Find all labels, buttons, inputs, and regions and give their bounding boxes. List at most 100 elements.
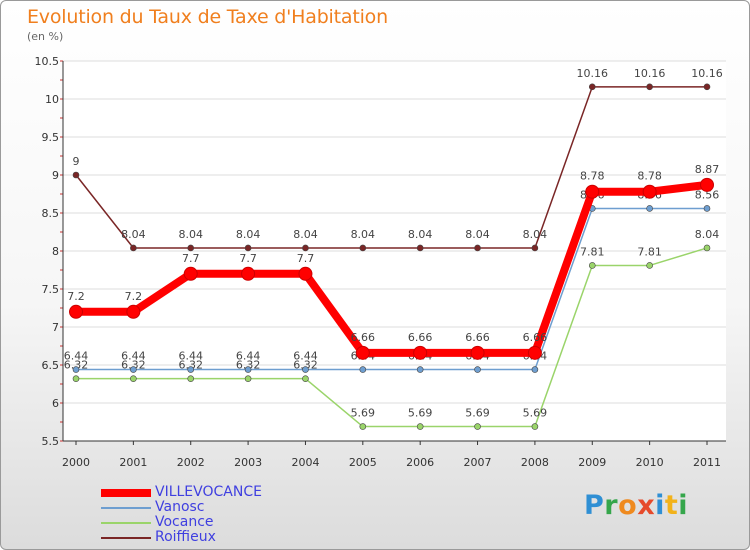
series-line-villevocance: [76, 180, 708, 357]
x-tick-label: 2008: [521, 456, 549, 469]
data-point: [588, 262, 596, 269]
legend-label-vanosc: Vanosc: [155, 499, 205, 515]
data-label: 8.04: [236, 228, 261, 241]
data-label: 10.16: [634, 67, 666, 80]
data-point: [527, 345, 542, 360]
data-point: [187, 244, 195, 252]
data-point: [531, 244, 539, 252]
data-point: [474, 366, 481, 373]
data-point: [126, 304, 141, 319]
legend-label-vocance: Vocance: [155, 514, 214, 530]
data-label: 8.04: [408, 228, 433, 241]
logo-letter: P: [584, 490, 605, 521]
data-point: [244, 375, 252, 382]
data-point: [183, 266, 198, 281]
data-label: 8.87: [695, 163, 720, 176]
data-point: [646, 83, 653, 91]
data-point: [298, 266, 313, 281]
data-label: 9: [73, 155, 80, 168]
data-point: [72, 171, 80, 179]
data-label: 7.81: [580, 245, 605, 258]
data-label: 6.32: [178, 359, 203, 372]
chart-unit-label: (en %): [27, 30, 64, 43]
data-label: 6.66: [408, 331, 433, 344]
data-point: [588, 83, 596, 91]
x-tick-label: 2001: [119, 456, 147, 469]
legend-swatch-villevocance: [101, 489, 151, 497]
legend-swatch-vanosc: [101, 507, 151, 509]
data-point: [130, 366, 137, 373]
data-point: [416, 423, 424, 430]
x-tick-label: 2007: [464, 456, 492, 469]
logo-letter: x: [637, 490, 656, 521]
data-label: 8.78: [580, 170, 605, 183]
y-tick-label: 10: [45, 93, 59, 106]
data-label: 6.32: [64, 359, 89, 372]
data-label: 8.04: [351, 228, 376, 241]
data-point: [413, 345, 428, 360]
data-point: [69, 304, 83, 319]
logo-letter: t: [664, 490, 679, 521]
data-point: [474, 244, 481, 252]
data-point: [703, 205, 711, 212]
x-tick-label: 2011: [693, 456, 721, 469]
data-label: 8.04: [293, 228, 318, 241]
data-label: 6.66: [351, 331, 376, 344]
legend-swatch-vocance: [101, 522, 151, 524]
x-tick-label: 2006: [406, 456, 434, 469]
data-point: [700, 177, 714, 192]
x-tick-label: 2009: [578, 456, 606, 469]
y-tick-label: 8: [52, 245, 59, 258]
data-label: 8.04: [695, 228, 720, 241]
data-point: [359, 244, 367, 252]
data-point: [531, 366, 539, 373]
data-point: [416, 244, 424, 252]
data-label: 6.44: [236, 350, 261, 363]
data-label: 8.56: [695, 188, 720, 201]
y-tick-label: 9.5: [42, 131, 60, 144]
data-label: 10.16: [577, 67, 609, 80]
data-label: 7.2: [67, 290, 85, 303]
data-point: [642, 184, 657, 199]
y-tick-label: 6: [52, 397, 59, 410]
data-label: 6.32: [121, 359, 146, 372]
logo-letter: i: [678, 490, 689, 521]
data-label: 8.78: [637, 170, 662, 183]
data-label: 6.44: [121, 350, 146, 363]
legend-label-roiffieux: Roiffieux: [155, 529, 216, 545]
x-tick-label: 2003: [234, 456, 262, 469]
y-tick-label: 8.5: [42, 207, 60, 220]
data-label: 6.66: [523, 331, 548, 344]
data-point: [130, 375, 137, 382]
data-point: [72, 366, 80, 373]
data-point: [244, 366, 252, 373]
data-label: 7.81: [637, 245, 662, 258]
legend-swatch-roiffieux: [101, 537, 151, 539]
data-point: [241, 266, 256, 281]
data-label: 7.7: [239, 252, 257, 265]
x-tick-label: 2010: [636, 456, 664, 469]
data-point: [187, 366, 195, 373]
logo-letter: o: [618, 490, 638, 521]
x-tick-label: 2000: [62, 456, 90, 469]
x-tick-label: 2002: [177, 456, 205, 469]
logo-letter: i: [655, 490, 665, 521]
x-tick-label: 2005: [349, 456, 377, 469]
data-label: 8.04: [178, 228, 203, 241]
data-label: 6.32: [293, 359, 318, 372]
data-point: [359, 366, 367, 373]
data-point: [302, 375, 309, 382]
data-label: 8.04: [523, 228, 548, 241]
y-tick-label: 7: [52, 321, 59, 334]
y-tick-label: 7.5: [42, 283, 60, 296]
data-point: [646, 205, 653, 212]
legend-label-villevocance: VILLEVOCANCE: [155, 484, 262, 500]
data-point: [416, 366, 424, 373]
series-line-vanosc: [76, 207, 707, 371]
data-point: [646, 262, 653, 269]
y-tick-label: 9: [52, 169, 59, 182]
y-tick-label: 10.5: [35, 55, 60, 68]
data-label: 5.69: [523, 407, 548, 420]
data-label: 6.66: [465, 331, 490, 344]
